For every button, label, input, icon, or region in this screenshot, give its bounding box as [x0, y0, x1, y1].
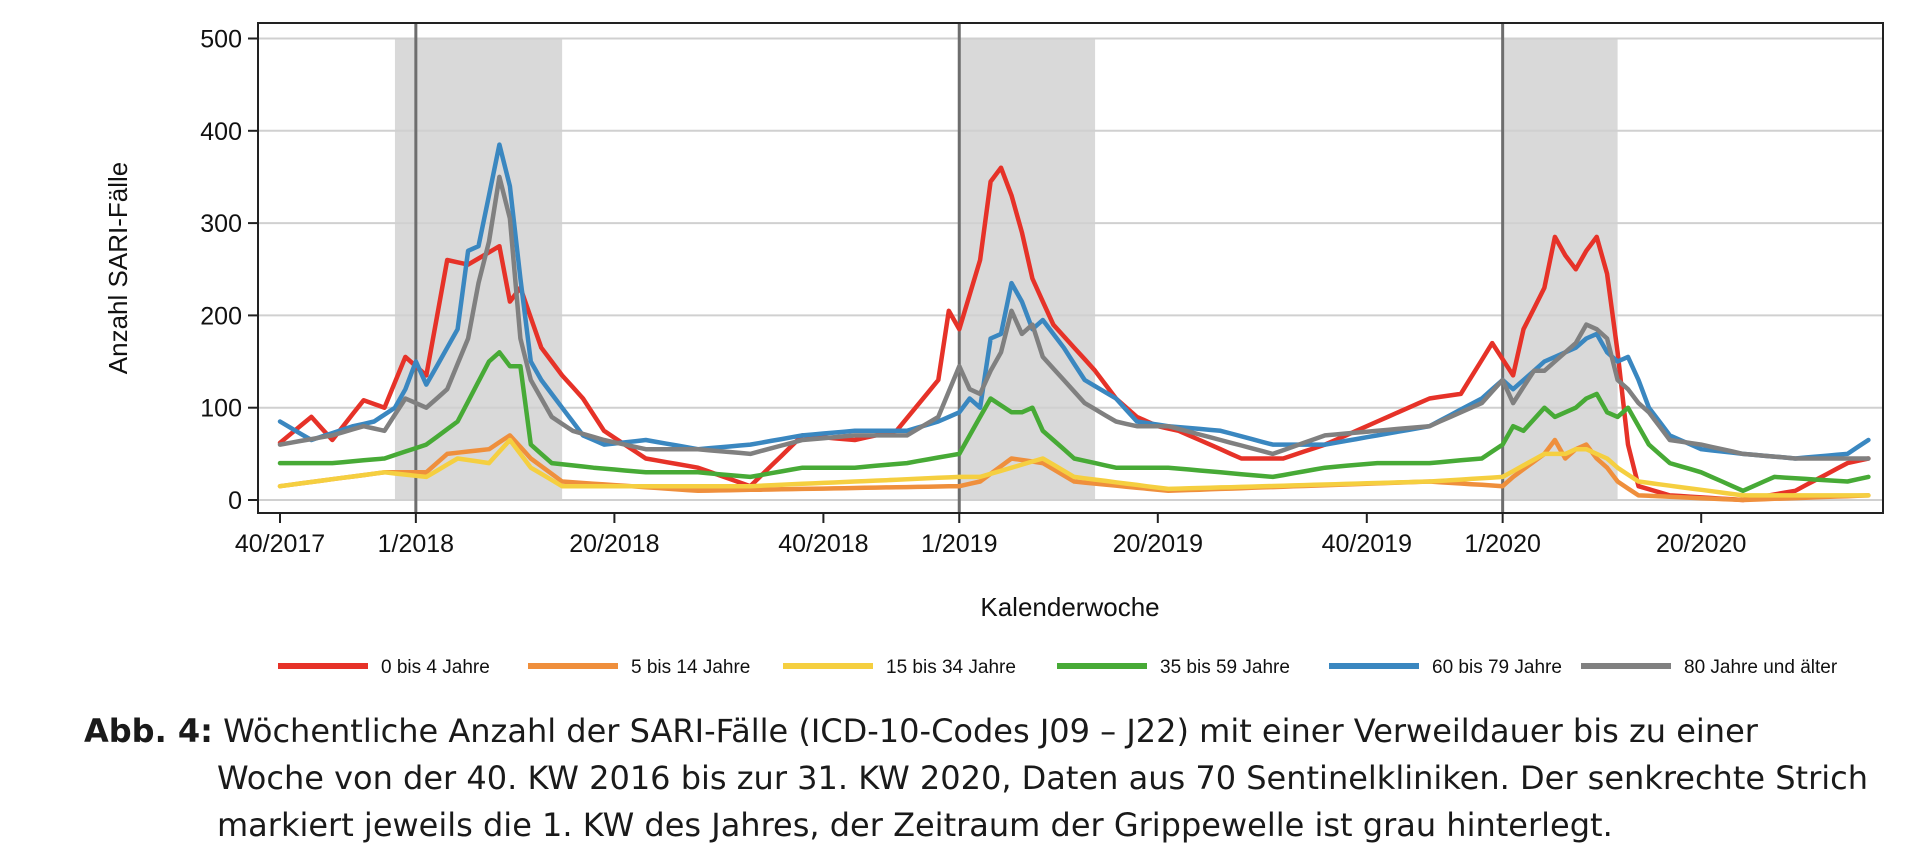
x-tick-label: 40/2019 — [1322, 530, 1412, 558]
x-tick-label: 1/2020 — [1464, 530, 1540, 558]
caption-line-2: Woche von der 40. KW 2016 bis zur 31. KW… — [217, 759, 1869, 797]
y-tick-label: 500 — [200, 26, 242, 54]
x-axis-ticks: 40/2017 1/2018 20/2018 40/2018 1/2019 20/2019… — [235, 513, 1746, 558]
legend-label: 0 bis 4 Jahre — [381, 657, 490, 678]
caption-label: Abb. 4: — [84, 712, 213, 750]
flu-season-shading — [394, 38, 1618, 500]
y-axis-ticks: 0 100 200 300 400 500 — [200, 26, 258, 515]
plot-frame — [257, 22, 1884, 514]
series-line-6 — [277, 174, 1871, 461]
x-tick-label: 20/2020 — [1656, 530, 1746, 558]
year-start-markers — [414, 23, 1505, 513]
x-tick-label: 40/2017 — [235, 530, 325, 558]
series-lines — [277, 142, 1871, 503]
flu-season-band — [1502, 38, 1618, 500]
legend-label: 60 bis 79 Jahre — [1432, 657, 1562, 678]
series-line-5 — [277, 142, 1871, 461]
x-tick-label: 20/2018 — [569, 530, 659, 558]
caption-line-3: markiert jeweils die 1. KW des Jahres, d… — [217, 806, 1613, 844]
legend-label: 5 bis 14 Jahre — [631, 657, 750, 678]
y-axis-label: Anzahl SARI-Fälle — [103, 162, 133, 374]
y-tick-label: 0 — [228, 487, 242, 515]
series-line-4 — [277, 350, 1871, 494]
y-tick-label: 200 — [200, 302, 242, 330]
y-tick-label: 100 — [200, 395, 242, 423]
series-line-1 — [277, 165, 1871, 503]
figure-caption: Abb. 4: Wöchentliche Anzahl der SARI-Fäl… — [84, 708, 1904, 849]
x-axis-label: Kalenderwoche — [980, 592, 1159, 622]
series-line-3 — [277, 437, 1871, 498]
x-tick-label: 1/2019 — [921, 530, 997, 558]
series-line-2 — [277, 433, 1871, 503]
x-tick-label: 20/2019 — [1113, 530, 1203, 558]
flu-season-band — [394, 38, 563, 500]
flu-season-band — [959, 38, 1096, 500]
x-tick-label: 1/2018 — [378, 530, 454, 558]
legend-label: 15 bis 34 Jahre — [886, 657, 1016, 678]
caption-line-1: Wöchentliche Anzahl der SARI-Fälle (ICD-… — [223, 712, 1758, 750]
y-tick-label: 300 — [200, 210, 242, 238]
legend: 0 bis 4 Jahre 5 bis 14 Jahre 15 bis 34 Jah… — [278, 657, 1838, 678]
y-tick-label: 400 — [200, 118, 242, 146]
legend-label: 35 bis 59 Jahre — [1160, 657, 1290, 678]
legend-label: 80 Jahre und älter — [1684, 657, 1838, 678]
x-tick-label: 40/2018 — [778, 530, 868, 558]
